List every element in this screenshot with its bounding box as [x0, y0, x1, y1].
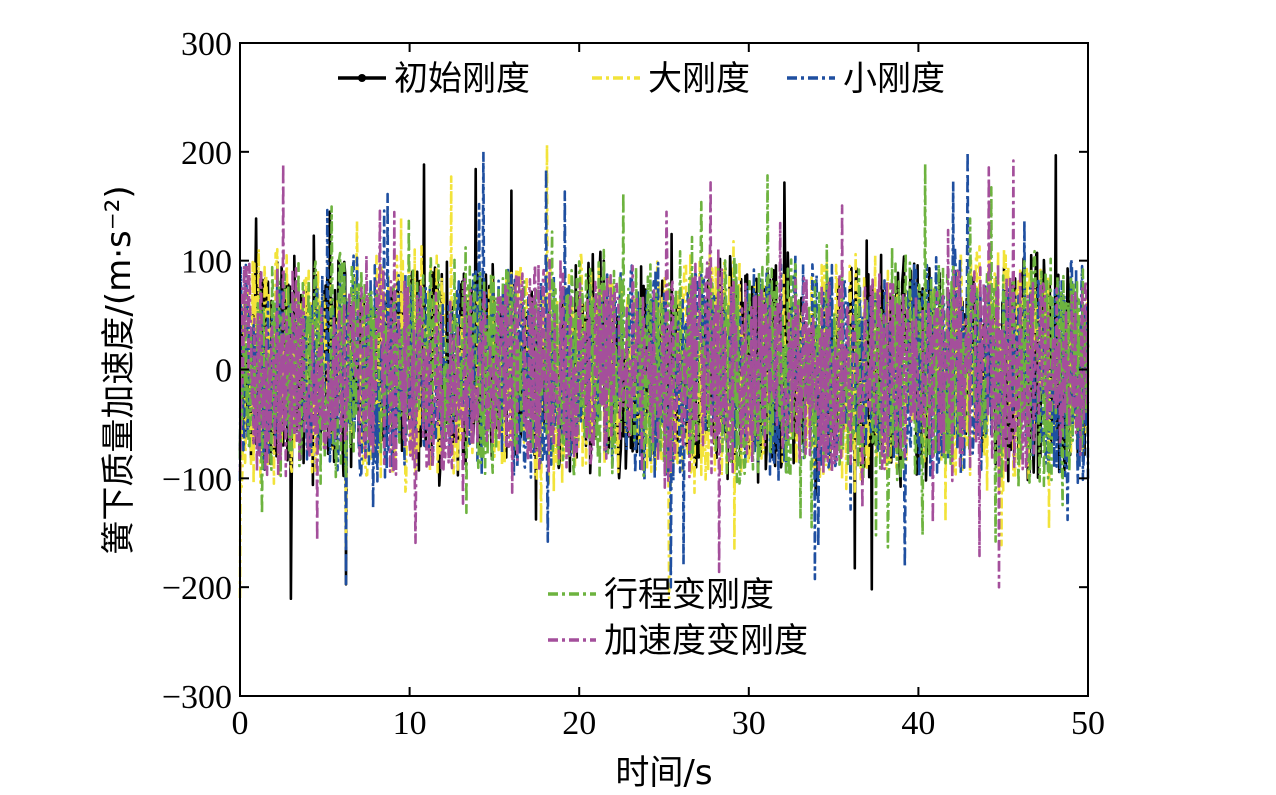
legend-entry-1: 初始刚度	[338, 59, 530, 99]
y-tick-label: −100	[162, 461, 232, 498]
x-tick-label: 40	[901, 705, 935, 742]
series-line-5	[238, 159, 1090, 589]
legend-label: 行程变刚度	[604, 575, 774, 615]
x-tick-label: 20	[562, 705, 596, 742]
legend-entry-3: 小刚度	[787, 59, 945, 99]
legend-label: 加速度变刚度	[604, 621, 808, 661]
x-tick-label: 30	[732, 705, 766, 742]
legend-label: 初始刚度	[394, 59, 530, 99]
x-tick-label: 50	[1071, 705, 1105, 742]
x-tick-label: 0	[232, 705, 249, 742]
legend-marker	[358, 74, 366, 82]
series-layer	[238, 143, 1090, 600]
series-line-4	[238, 162, 1090, 549]
y-tick-label: 200	[181, 135, 232, 172]
y-tick-label: 0	[215, 353, 232, 390]
legend-entry-2: 大刚度	[592, 59, 750, 99]
legend-label: 小刚度	[843, 59, 945, 99]
y-tick-label: −200	[162, 570, 232, 607]
y-tick-label: 100	[181, 244, 232, 281]
y-tick-label: 300	[181, 26, 232, 63]
legend-entry-5: 加速度变刚度	[548, 621, 808, 661]
ticks-layer: 0 10 20 30 40 50 300 200 100 0 −100 −200 −300	[162, 26, 1105, 742]
legend-entry-4: 行程变刚度	[548, 575, 774, 615]
y-axis-title: 簧下质量加速度/(m·s⁻²)	[99, 185, 139, 554]
x-tick-label: 10	[393, 705, 427, 742]
x-axis-title: 时间/s	[615, 753, 712, 793]
y-tick-label: −300	[162, 679, 232, 716]
legend-label: 大刚度	[648, 59, 750, 99]
